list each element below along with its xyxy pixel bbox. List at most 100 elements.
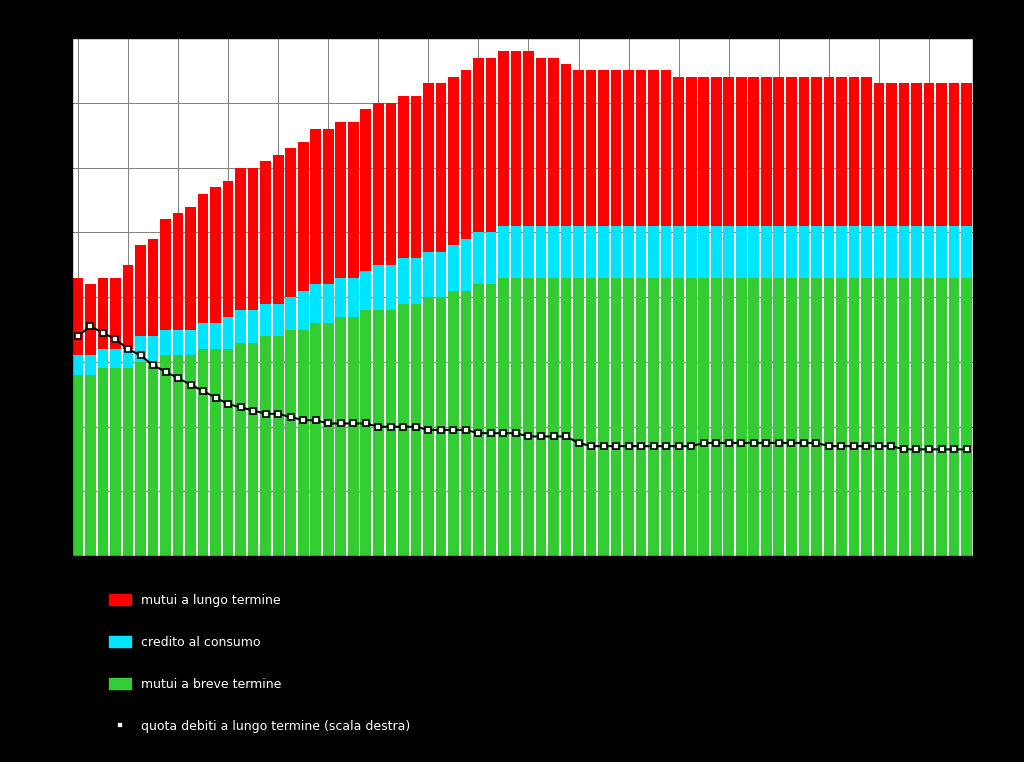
- Bar: [111, 368, 121, 556]
- Bar: [962, 83, 972, 226]
- Bar: [272, 155, 284, 303]
- Bar: [73, 375, 83, 556]
- Bar: [573, 277, 584, 556]
- Bar: [260, 336, 271, 556]
- Bar: [886, 277, 897, 556]
- Bar: [911, 83, 922, 226]
- Bar: [948, 83, 959, 226]
- Bar: [97, 277, 109, 349]
- Bar: [636, 70, 646, 226]
- Bar: [135, 245, 145, 336]
- Bar: [873, 83, 885, 226]
- Bar: [310, 323, 322, 556]
- Bar: [310, 284, 322, 323]
- Bar: [660, 70, 672, 226]
- Bar: [536, 226, 547, 277]
- Bar: [811, 277, 821, 556]
- Bar: [260, 161, 271, 303]
- Bar: [799, 226, 809, 277]
- Bar: [823, 226, 835, 277]
- Bar: [210, 349, 221, 556]
- Bar: [435, 83, 446, 251]
- Bar: [936, 226, 947, 277]
- Bar: [435, 297, 446, 556]
- Bar: [962, 226, 972, 277]
- Bar: [198, 349, 209, 556]
- Bar: [348, 316, 358, 556]
- Bar: [236, 168, 246, 310]
- Bar: [423, 297, 434, 556]
- Bar: [886, 226, 897, 277]
- Bar: [924, 83, 934, 226]
- Bar: [548, 226, 559, 277]
- Bar: [674, 226, 684, 277]
- Bar: [823, 77, 835, 226]
- Bar: [573, 226, 584, 277]
- Bar: [198, 323, 209, 349]
- Bar: [385, 310, 396, 556]
- Bar: [348, 122, 358, 277]
- Bar: [511, 226, 521, 277]
- Bar: [298, 290, 308, 329]
- Bar: [336, 122, 346, 277]
- Bar: [97, 349, 109, 368]
- Bar: [248, 168, 258, 310]
- Bar: [185, 355, 196, 556]
- Bar: [298, 142, 308, 290]
- Bar: [461, 70, 471, 239]
- Bar: [473, 284, 483, 556]
- Bar: [836, 77, 847, 226]
- Bar: [360, 109, 371, 271]
- Bar: [260, 303, 271, 336]
- Bar: [286, 148, 296, 297]
- Bar: [911, 226, 922, 277]
- Bar: [173, 213, 183, 329]
- Bar: [248, 342, 258, 556]
- Bar: [485, 284, 497, 556]
- Bar: [411, 258, 421, 303]
- Bar: [348, 277, 358, 316]
- Bar: [373, 103, 384, 264]
- Bar: [223, 181, 233, 316]
- Bar: [686, 226, 696, 277]
- Bar: [449, 245, 459, 290]
- Bar: [749, 277, 759, 556]
- Bar: [435, 251, 446, 297]
- Bar: [749, 77, 759, 226]
- Bar: [272, 303, 284, 336]
- Bar: [899, 277, 909, 556]
- Bar: [761, 226, 772, 277]
- Bar: [85, 284, 96, 355]
- Bar: [548, 277, 559, 556]
- Bar: [198, 194, 209, 323]
- Bar: [385, 103, 396, 264]
- Bar: [698, 77, 709, 226]
- Bar: [398, 303, 409, 556]
- Bar: [498, 51, 509, 226]
- Bar: [111, 277, 121, 349]
- Bar: [873, 277, 885, 556]
- Bar: [749, 226, 759, 277]
- Bar: [723, 226, 734, 277]
- Bar: [336, 316, 346, 556]
- Bar: [498, 277, 509, 556]
- Bar: [610, 277, 622, 556]
- Legend: mutui a breve termine: mutui a breve termine: [109, 678, 282, 691]
- Bar: [723, 277, 734, 556]
- Bar: [97, 368, 109, 556]
- Bar: [561, 226, 571, 277]
- Bar: [111, 349, 121, 368]
- Bar: [449, 77, 459, 245]
- Bar: [836, 277, 847, 556]
- Bar: [123, 349, 133, 368]
- Bar: [310, 129, 322, 284]
- Bar: [561, 277, 571, 556]
- Bar: [948, 226, 959, 277]
- Bar: [598, 70, 609, 226]
- Bar: [648, 226, 659, 277]
- Bar: [586, 70, 596, 226]
- Bar: [674, 277, 684, 556]
- Bar: [286, 297, 296, 329]
- Bar: [473, 57, 483, 232]
- Bar: [711, 77, 722, 226]
